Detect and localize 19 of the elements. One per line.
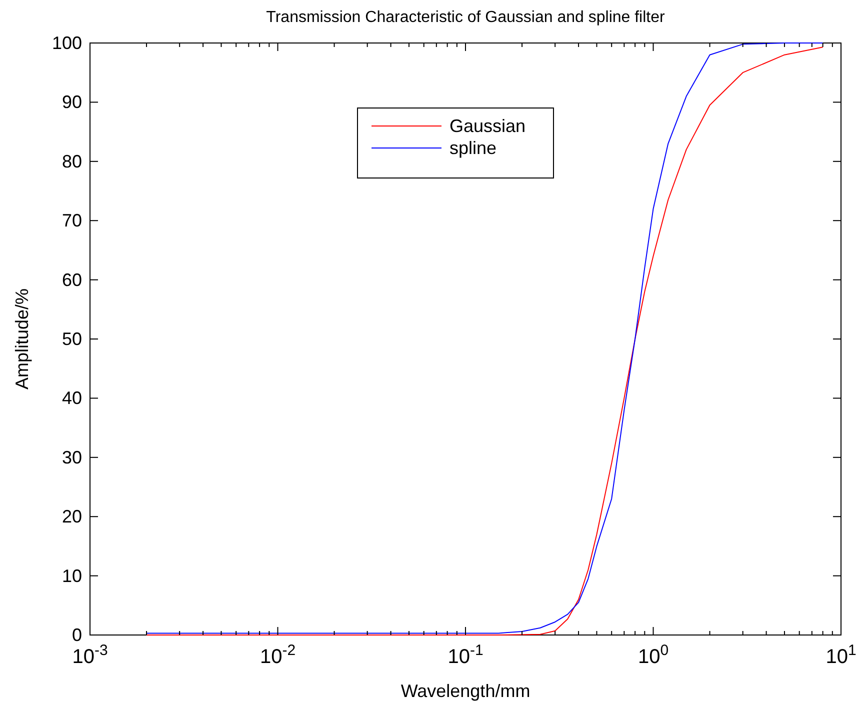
y-tick-label: 50 <box>62 329 82 349</box>
x-tick-label: 10$^{-1}$ <box>448 642 484 668</box>
x-axis-title: Wavelength/mm <box>400 681 530 701</box>
x-tick-label: 10$^{0}$ <box>638 642 669 668</box>
y-tick-label: 20 <box>62 506 82 527</box>
chart-title: Transmission Characteristic of Gaussian and spline filter <box>266 9 666 26</box>
y-tick-label: 80 <box>62 151 82 172</box>
x-tick-label: 10$^{-2}$ <box>260 642 296 668</box>
y-tick-label: 100 <box>52 33 82 53</box>
y-tick-label: 60 <box>62 270 82 290</box>
y-tick-label: 90 <box>62 92 82 112</box>
y-tick-label: 70 <box>62 210 82 231</box>
y-axis-title: Amplitude/% <box>12 288 32 390</box>
y-tick-label: 30 <box>62 447 82 468</box>
legend-label: spline <box>450 138 497 158</box>
y-tick-label: 10 <box>62 566 82 586</box>
legend-label: Gaussian <box>450 116 526 136</box>
x-tick-label: 10$^{1}$ <box>826 642 856 668</box>
y-tick-label: 40 <box>62 388 82 408</box>
